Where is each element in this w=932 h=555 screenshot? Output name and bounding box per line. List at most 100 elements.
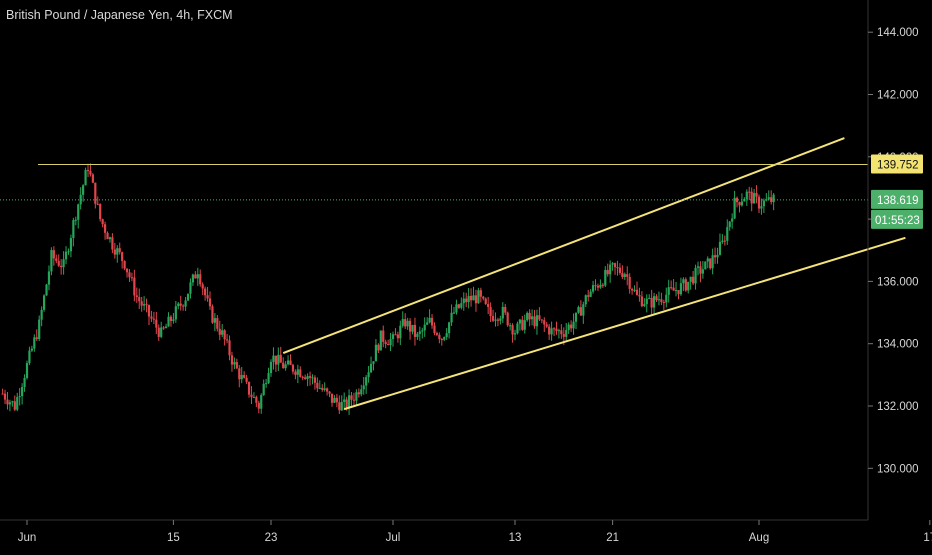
candle-body bbox=[189, 282, 192, 294]
candle-body bbox=[726, 227, 729, 241]
candle-body bbox=[328, 391, 331, 394]
candle-body bbox=[30, 348, 33, 351]
candle-body bbox=[362, 385, 365, 390]
candle-body bbox=[355, 392, 358, 401]
candles-layer bbox=[1, 163, 775, 415]
candle-body bbox=[274, 355, 277, 365]
candle-body bbox=[313, 377, 317, 383]
candle-body bbox=[401, 319, 404, 326]
candle-body bbox=[279, 354, 282, 363]
candle-body bbox=[79, 194, 82, 205]
candle-body bbox=[162, 327, 165, 329]
candle-body bbox=[740, 201, 744, 206]
resistance-price-label: 139.752 bbox=[877, 160, 919, 172]
candle-body bbox=[86, 169, 90, 171]
candle-body bbox=[718, 241, 722, 255]
candle-body bbox=[440, 339, 443, 341]
candle-body bbox=[174, 306, 177, 320]
candle-body bbox=[582, 304, 585, 316]
candle-body bbox=[526, 312, 529, 321]
candle-body bbox=[701, 269, 704, 274]
last-price-badge bbox=[871, 189, 923, 209]
candle-body bbox=[506, 312, 509, 326]
candle-body bbox=[94, 182, 97, 204]
candle-body bbox=[557, 330, 561, 332]
countdown-badge bbox=[871, 209, 923, 229]
candle-body bbox=[728, 221, 731, 228]
candle-body bbox=[365, 377, 368, 386]
candle-body bbox=[196, 274, 199, 279]
candle-body bbox=[484, 298, 487, 304]
candle-body bbox=[389, 339, 392, 346]
candle-body bbox=[265, 383, 268, 385]
channel-upper-trendline[interactable] bbox=[282, 137, 845, 354]
candle-body bbox=[113, 249, 116, 255]
candle-body bbox=[423, 324, 426, 331]
candle-body bbox=[340, 401, 343, 411]
candle-body bbox=[67, 251, 70, 253]
candle-body bbox=[408, 320, 412, 332]
candle-body bbox=[613, 263, 617, 268]
y-tick-label: 144.000 bbox=[877, 27, 919, 39]
candle-body bbox=[477, 290, 480, 304]
candle-body bbox=[294, 371, 297, 375]
candle-body bbox=[404, 319, 407, 327]
candle-body bbox=[360, 389, 363, 395]
candle-body bbox=[84, 169, 87, 186]
candle-body bbox=[589, 291, 592, 297]
candle-body bbox=[406, 320, 409, 327]
candle-body bbox=[421, 330, 424, 332]
candle-body bbox=[604, 269, 607, 286]
candle-body bbox=[257, 402, 260, 409]
candle-body bbox=[369, 363, 373, 373]
candle-body bbox=[143, 304, 146, 306]
candle-body bbox=[633, 289, 636, 291]
candle-body bbox=[735, 197, 739, 203]
candle-body bbox=[753, 193, 756, 204]
candle-body bbox=[694, 267, 697, 284]
candle-body bbox=[716, 254, 719, 258]
candle-body bbox=[679, 283, 683, 295]
candle-body bbox=[757, 196, 761, 209]
candle-body bbox=[333, 397, 336, 403]
candle-body bbox=[474, 295, 478, 304]
candle-body bbox=[255, 396, 258, 403]
candle-body bbox=[345, 399, 348, 408]
candle-body bbox=[487, 303, 490, 308]
candle-body bbox=[245, 377, 248, 382]
candle-body bbox=[565, 330, 568, 337]
candle-body bbox=[713, 255, 717, 258]
candle-body bbox=[121, 252, 124, 261]
candle-body bbox=[652, 296, 656, 308]
candle-body bbox=[33, 337, 36, 349]
candle-body bbox=[426, 322, 429, 325]
chart-title: British Pound / Japanese Yen, 4h, FXCM bbox=[6, 8, 233, 22]
candle-body bbox=[230, 355, 234, 365]
channel-lower-trendline[interactable] bbox=[343, 236, 906, 411]
drawings-layer[interactable] bbox=[0, 137, 906, 411]
x-tick-label: 15 bbox=[167, 532, 180, 544]
candle-body bbox=[384, 341, 387, 345]
candle-body bbox=[733, 197, 736, 219]
candle-body bbox=[208, 298, 212, 307]
candle-body bbox=[645, 298, 648, 305]
candle-body bbox=[8, 402, 12, 405]
candle-body bbox=[213, 318, 216, 323]
candle-body bbox=[596, 285, 600, 288]
candle-body bbox=[177, 303, 180, 307]
candle-body bbox=[509, 325, 512, 327]
candle-body bbox=[306, 376, 309, 380]
candle-body bbox=[684, 279, 687, 291]
candle-body bbox=[318, 387, 321, 389]
candle-body bbox=[594, 285, 597, 287]
candle-body bbox=[155, 319, 158, 328]
y-tick-label: 136.000 bbox=[877, 276, 919, 288]
candle-body bbox=[469, 295, 473, 301]
candle-body bbox=[672, 287, 675, 291]
candle-body bbox=[416, 333, 419, 337]
candle-body bbox=[326, 388, 329, 392]
candle-body bbox=[467, 295, 470, 303]
